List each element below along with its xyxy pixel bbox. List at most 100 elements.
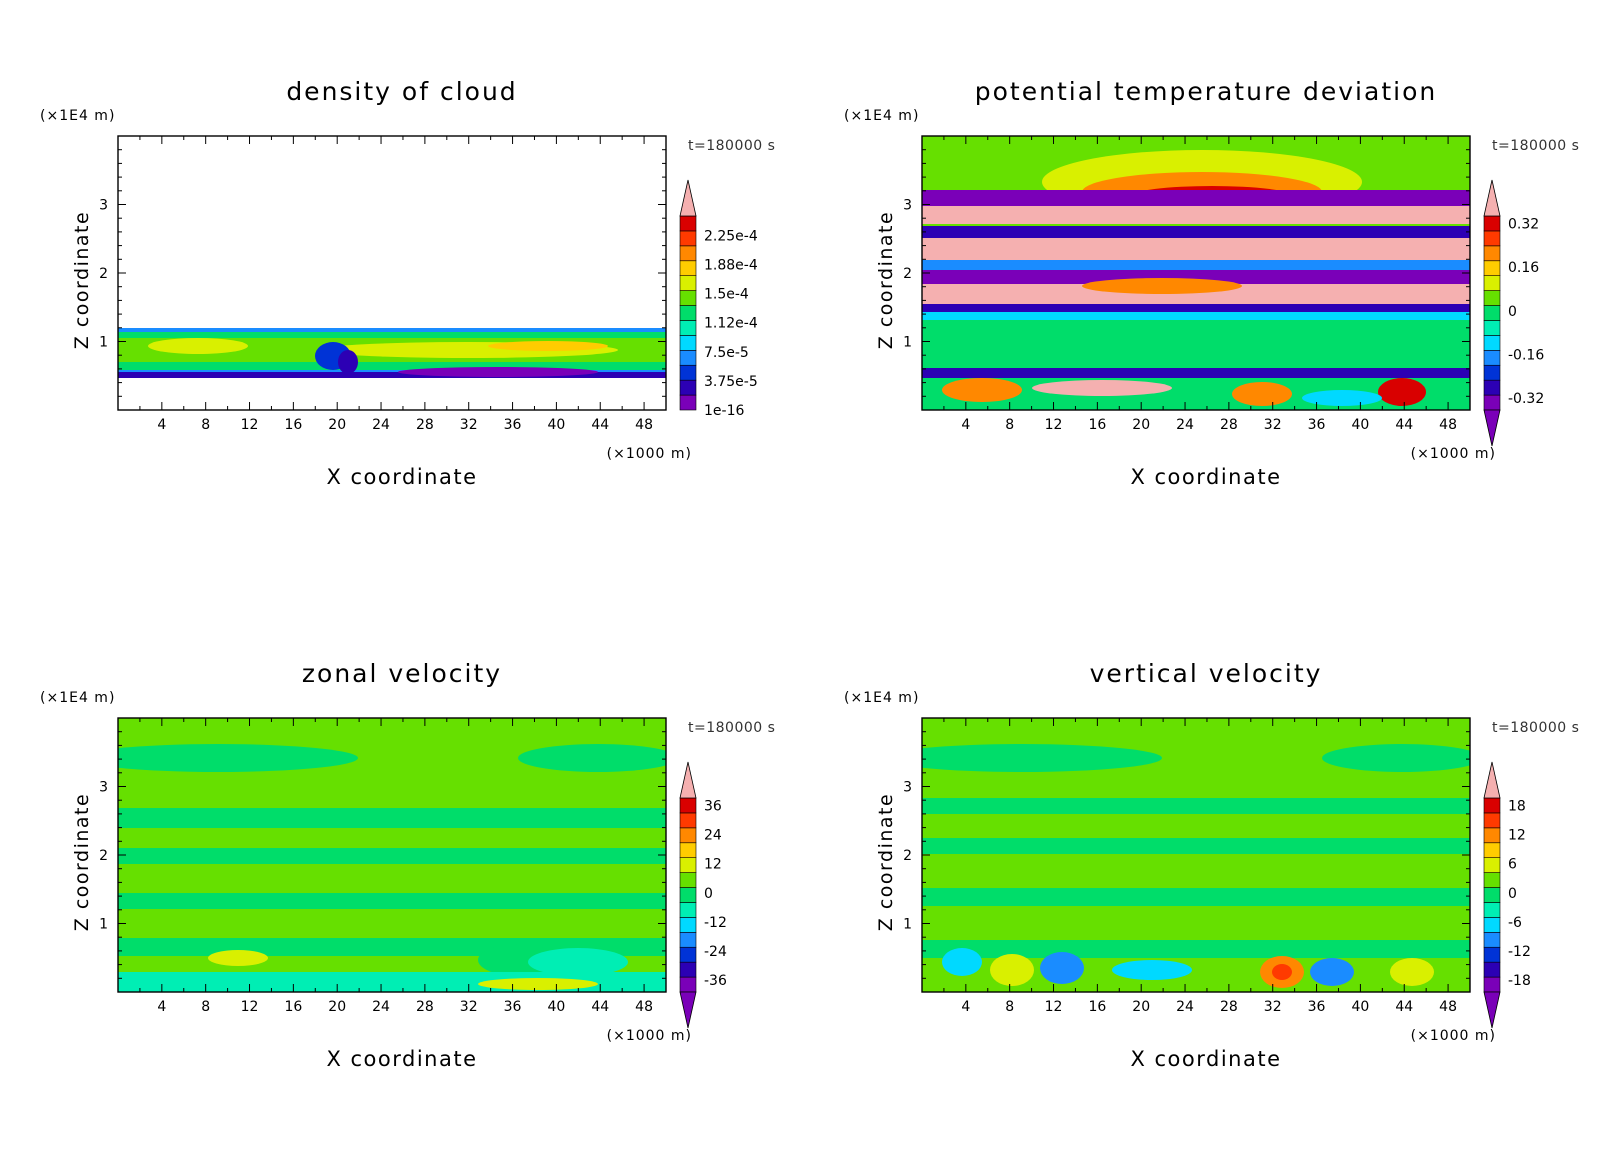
chart-title: density of cloud xyxy=(286,77,517,106)
colorbar-label: 7.5e-5 xyxy=(704,345,749,361)
contour-band xyxy=(922,226,1470,238)
y-unit-label: (×1E4 m) xyxy=(844,108,919,124)
x-axis-label: X coordinate xyxy=(1130,1047,1281,1071)
chart-title: vertical velocity xyxy=(1090,659,1323,688)
colorbar-label: -12 xyxy=(704,915,727,931)
contour-patch xyxy=(528,948,628,976)
colorbar-swatch xyxy=(1483,842,1501,858)
contour-band xyxy=(922,304,1470,312)
contour-patch xyxy=(148,338,248,354)
x-tick-label: 28 xyxy=(1220,999,1238,1015)
colorbar-swatch xyxy=(679,350,697,366)
colorbar-arrow-bottom xyxy=(679,991,697,1029)
colorbar-swatch xyxy=(1483,932,1501,948)
x-tick-label: 40 xyxy=(1351,417,1369,433)
contour-patch xyxy=(208,950,268,966)
x-tick-label: 44 xyxy=(1395,417,1413,433)
contour-patch xyxy=(1032,380,1172,396)
contour-patch xyxy=(1310,958,1354,986)
colorbar-swatch xyxy=(679,961,697,978)
time-label: t=180000 s xyxy=(688,720,775,736)
colorbar-label: 1.88e-4 xyxy=(704,258,758,274)
x-tick-label: 20 xyxy=(1132,417,1150,433)
contour-band xyxy=(922,270,1470,284)
contour-field xyxy=(118,718,666,992)
y-unit-label: (×1E4 m) xyxy=(40,108,115,124)
contour-patch xyxy=(1378,378,1426,406)
x-tick-label: 44 xyxy=(591,417,609,433)
contour-patch xyxy=(1302,390,1382,406)
contour-band xyxy=(922,190,1470,206)
colorbar-arrow-top xyxy=(1483,179,1501,217)
x-tick-label: 4 xyxy=(961,417,970,433)
colorbar-label: 18 xyxy=(1508,798,1526,814)
x-tick-label: 24 xyxy=(372,999,390,1015)
colorbar-swatch xyxy=(1483,797,1501,814)
contour-patch xyxy=(1082,278,1242,294)
y-tick-label: 2 xyxy=(903,266,912,282)
colorbar-swatch xyxy=(1483,215,1501,232)
contour-band xyxy=(922,312,1470,320)
colorbar-swatch xyxy=(679,842,697,858)
colorbar-label: 0 xyxy=(1508,886,1517,902)
x-tick-label: 16 xyxy=(1088,999,1106,1015)
x-tick-label: 44 xyxy=(1395,999,1413,1015)
contour-field xyxy=(118,136,666,410)
colorbar-swatch xyxy=(1483,305,1501,321)
colorbar-label: 36 xyxy=(704,798,722,814)
colorbar-swatch xyxy=(1483,902,1501,918)
x-tick-label: 12 xyxy=(1045,417,1063,433)
x-tick-label: 8 xyxy=(201,999,210,1015)
x-tick-label: 16 xyxy=(284,417,302,433)
x-unit-label: (×1000 m) xyxy=(1411,1028,1496,1044)
x-tick-label: 12 xyxy=(241,999,259,1015)
colorbar-swatch xyxy=(1483,320,1501,336)
x-unit-label: (×1000 m) xyxy=(607,1028,692,1044)
x-tick-label: 48 xyxy=(1439,417,1457,433)
colorbar-swatch xyxy=(679,245,697,262)
colorbar-label: 1e-16 xyxy=(704,403,744,419)
contour-band xyxy=(118,372,666,378)
colorbar-swatch xyxy=(1483,917,1501,933)
x-tick-label: 40 xyxy=(1351,999,1369,1015)
contour-patch xyxy=(942,378,1022,402)
colorbar-label: -12 xyxy=(1508,944,1531,960)
x-tick-label: 20 xyxy=(328,999,346,1015)
contour-patch xyxy=(1112,960,1192,980)
x-tick-label: 8 xyxy=(201,417,210,433)
colorbar-swatch xyxy=(679,976,697,993)
colorbar-swatch xyxy=(1483,350,1501,366)
colorbar-swatch xyxy=(679,335,697,351)
contour-patch xyxy=(922,744,1162,772)
colorbar-arrow-bottom xyxy=(1483,991,1501,1029)
x-tick-label: 8 xyxy=(1005,417,1014,433)
y-tick-label: 2 xyxy=(99,848,108,864)
y-tick-label: 3 xyxy=(99,780,108,796)
colorbar-swatch xyxy=(679,812,697,829)
x-tick-label: 20 xyxy=(1132,999,1150,1015)
x-tick-label: 28 xyxy=(1220,417,1238,433)
contour-patch xyxy=(398,367,598,377)
chart-title: zonal velocity xyxy=(302,659,502,688)
x-tick-label: 12 xyxy=(241,417,259,433)
y-axis-label: Z coordinate xyxy=(875,793,897,931)
colorbar-swatch xyxy=(1483,379,1501,396)
colorbar-swatch xyxy=(679,275,697,291)
contour-band xyxy=(922,320,1470,368)
colorbar-swatch xyxy=(1483,394,1501,411)
colorbar-swatch xyxy=(679,932,697,948)
panel-potential-temperature-deviation: potential temperature deviation (×1E4 m)… xyxy=(844,77,1579,489)
colorbar-label: 1.12e-4 xyxy=(704,316,758,332)
contour-band xyxy=(922,838,1470,854)
colorbar-swatch xyxy=(679,857,697,873)
colorbar-label: -0.16 xyxy=(1508,347,1544,363)
colorbar-label: -36 xyxy=(704,973,727,989)
colorbar-swatch xyxy=(679,917,697,933)
x-tick-label: 40 xyxy=(547,417,565,433)
x-tick-label: 48 xyxy=(1439,999,1457,1015)
colorbar-swatch xyxy=(679,290,697,306)
colorbar: 2.25e-4 1.88e-4 1.5e-4 1.12e-4 7.5e-5 3.75e-5… xyxy=(679,179,758,419)
